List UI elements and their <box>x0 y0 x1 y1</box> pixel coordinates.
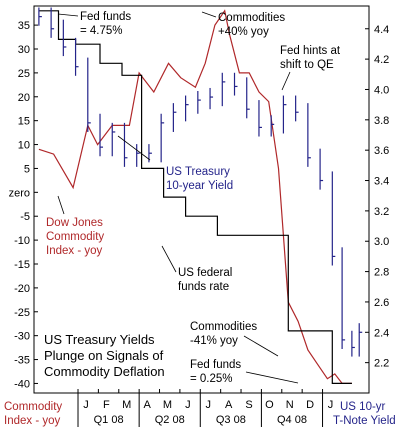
chart-title-line1: US Treasury Yields <box>44 332 155 347</box>
annotation-leaders <box>57 11 299 384</box>
right-tick-label: 4.0 <box>374 84 389 96</box>
quarter-label: Q1 08 <box>94 414 124 426</box>
annotation-fed-funds-low-1: Fed funds <box>190 359 241 371</box>
right-tick-label: 3.8 <box>374 115 389 127</box>
quarter-label: Q3 08 <box>216 414 246 426</box>
annotation-commodities-low-2: -41% yoy <box>190 335 238 347</box>
right-caption-line1: US 10-yr <box>340 401 386 413</box>
annotation-leader-line <box>117 135 151 161</box>
chart-title-line3: Commodity Deflation <box>44 364 165 379</box>
month-tick-label: M <box>163 399 172 411</box>
left-tick-label: 10 <box>18 140 30 152</box>
annotation-treasury-2: 10-year Yield <box>166 180 233 192</box>
annotation-fed-funds-low-2: = 0.25% <box>190 373 233 385</box>
left-axis: 35 30 25 20 15 10 5 zero -5 -10 -15 -20 -25 -30 -35 -40 <box>9 20 38 390</box>
month-tick-label: A <box>143 399 151 411</box>
left-tick-label: -40 <box>14 378 30 390</box>
annotation-leader-line <box>245 371 299 384</box>
right-tick-label: 3.6 <box>374 145 389 157</box>
month-tick-label: J <box>206 399 212 411</box>
month-tick-label: A <box>225 399 233 411</box>
left-tick-label: 25 <box>18 68 30 80</box>
month-tick-label: M <box>122 399 131 411</box>
month-tick-label: J <box>328 399 334 411</box>
left-tick-label: 35 <box>18 20 30 32</box>
month-tick-label: O <box>265 399 274 411</box>
commodity-line <box>38 9 352 384</box>
quarter-axis: Q1 08 Q2 08 Q3 08 Q4 08 <box>77 393 324 427</box>
left-tick-label: 20 <box>18 92 30 104</box>
right-tick-label: 2.2 <box>374 358 389 370</box>
right-tick-label: 4.2 <box>374 54 389 66</box>
month-tick-label: D <box>306 399 314 411</box>
annotation-fed-funds-high-1: Fed funds <box>80 11 131 23</box>
right-axis: 4.4 4.2 4.0 3.8 3.6 3.4 3.2 3.0 2.8 2.6 2.4 2.2 <box>365 24 389 370</box>
quarter-label: Q4 08 <box>277 414 307 426</box>
month-tick-label: J <box>185 399 191 411</box>
month-tick-label: J <box>83 399 89 411</box>
left-tick-label: 30 <box>18 44 30 56</box>
left-caption-line2: Index - yoy <box>4 415 60 427</box>
annotation-commodity-index-3: Index - yoy <box>46 245 102 257</box>
left-tick-label: 5 <box>24 163 30 175</box>
month-tick-label: S <box>245 399 252 411</box>
month-tick-label: N <box>286 399 294 411</box>
left-tick-label: -15 <box>14 259 30 271</box>
left-caption-line1: Commodity <box>4 401 62 413</box>
annotation-leader-line <box>243 335 279 357</box>
annotation-commodities-low-1: Commodities <box>190 321 257 333</box>
month-tick-label: F <box>103 399 110 411</box>
right-tick-label: 3.2 <box>374 206 389 218</box>
left-tick-label: -10 <box>14 235 30 247</box>
right-tick-label: 3.0 <box>374 236 389 248</box>
right-tick-label: 2.4 <box>374 327 389 339</box>
left-tick-label: zero <box>9 187 30 199</box>
chart-title-line2: Plunge on Signals of <box>44 348 164 363</box>
annotation-commodity-index-1: Dow Jones <box>46 217 103 229</box>
plot-frame <box>33 5 370 394</box>
annotation-commodities-high-1: Commodities <box>218 12 285 24</box>
annotation-treasury-1: US Treasury <box>166 166 230 178</box>
annotation-qe-2: shift to QE <box>280 59 334 71</box>
annotation-leader-line <box>161 245 177 273</box>
annotation-leader-line <box>57 195 65 215</box>
right-tick-label: 2.6 <box>374 297 389 309</box>
right-tick-label: 3.4 <box>374 176 389 188</box>
left-tick-label: -20 <box>14 283 30 295</box>
annotation-leader-line <box>57 13 79 17</box>
annotation-leader-line <box>281 71 291 91</box>
right-tick-label: 4.4 <box>374 24 389 36</box>
left-tick-label: -35 <box>14 355 30 367</box>
annotation-fed-funds-high-2: = 4.75% <box>80 25 123 37</box>
annotation-commodities-high-2: +40% yoy <box>218 26 269 38</box>
annotation-commodity-index-2: Commodity <box>46 231 104 243</box>
annotation-qe-1: Fed hints at <box>280 45 341 57</box>
annotation-fed-rate-1: US federal <box>178 267 232 279</box>
left-tick-label: 15 <box>18 116 30 128</box>
right-tick-label: 2.8 <box>374 267 389 279</box>
left-tick-label: -5 <box>20 211 30 223</box>
annotation-leader-line <box>201 11 217 18</box>
quarter-label: Q2 08 <box>155 414 185 426</box>
left-tick-label: -25 <box>14 307 30 319</box>
left-tick-label: -30 <box>14 331 30 343</box>
treasury-yield-bars <box>38 7 363 357</box>
right-caption-line2: T-Note Yield <box>333 415 396 427</box>
annotation-fed-rate-2: funds rate <box>178 281 229 293</box>
